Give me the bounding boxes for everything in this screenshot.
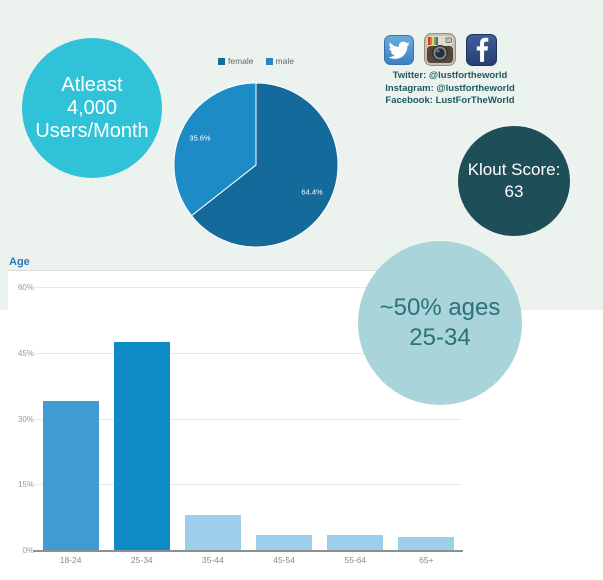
gridline-60% [35,287,462,288]
y-tick-label: 30% [17,414,34,424]
x-tick-label-25-34: 25-34 [130,555,153,565]
age-bar-chart: 0% 15% 30% 45% 60% 18-24 25-34 35-44 45-54 55-64 6… [8,271,463,565]
bar-55-64[interactable] [327,534,384,550]
pie-slice-label: 35.6% [189,133,211,142]
gridline-45% [35,352,462,354]
legend-item-female[interactable]: female [218,56,254,66]
klout-score-badge: Klout Score: 63 [458,126,570,236]
pie-slice-female[interactable] [190,82,339,248]
x-tick-label-35-44: 35-44 [202,555,224,565]
pie-legend: female male [166,56,346,66]
y-tick-label: 15% [17,480,34,490]
social-handles: Twitter: @lustfortheworld Instagram: @lu… [370,70,530,108]
x-tick-label-55-64: 55-64 [344,555,367,565]
ages-summary-badge: ~50% ages 25-34 [358,241,522,405]
x-tick-label-65+: 65+ [419,555,434,565]
users-per-month-badge: Atleast 4,000 Users/Month [22,38,162,178]
legend-label: female [228,56,254,66]
ages-summary-text: ~50% ages 25-34 [379,294,501,351]
y-tick-label: 45% [17,348,34,358]
x-axis-line [33,550,463,552]
pie-slice-male[interactable] [173,82,257,217]
legend-swatch [265,57,273,65]
gender-pie: 64.4% 35.6% [173,82,339,248]
age-section-title: Age [9,256,30,268]
facebook-handle: Facebook: LustForTheWorld [385,95,515,106]
y-tick-label: 0% [22,546,34,555]
twitter-handle: Twitter: @lustfortheworld [392,70,508,81]
bar-45-54[interactable] [256,534,313,550]
bar-18-24[interactable] [42,401,99,550]
gridline-15% [35,484,462,486]
pie-slice-label: 64.4% [301,188,323,197]
legend-label: male [275,56,294,66]
facebook-icon[interactable] [466,33,497,66]
bar-25-34[interactable] [113,341,170,550]
instagram-icon[interactable] [424,33,456,66]
legend-swatch [218,57,226,65]
legend-item-male[interactable]: male [265,56,294,66]
x-tick-label-18-24: 18-24 [59,555,82,565]
instagram-handle: Instagram: @lustfortheworld [385,82,515,94]
klout-score-text: Klout Score: 63 [467,160,561,201]
social-icons-row [384,33,500,66]
y-tick-label: 60% [17,283,34,292]
bar-35-44[interactable] [184,514,241,550]
x-tick-label-45-54: 45-54 [273,555,295,565]
gridline-30% [35,418,462,420]
users-per-month-text: Atleast 4,000 Users/Month [35,73,149,142]
twitter-icon[interactable] [384,34,414,65]
bar-65+[interactable] [398,536,455,551]
